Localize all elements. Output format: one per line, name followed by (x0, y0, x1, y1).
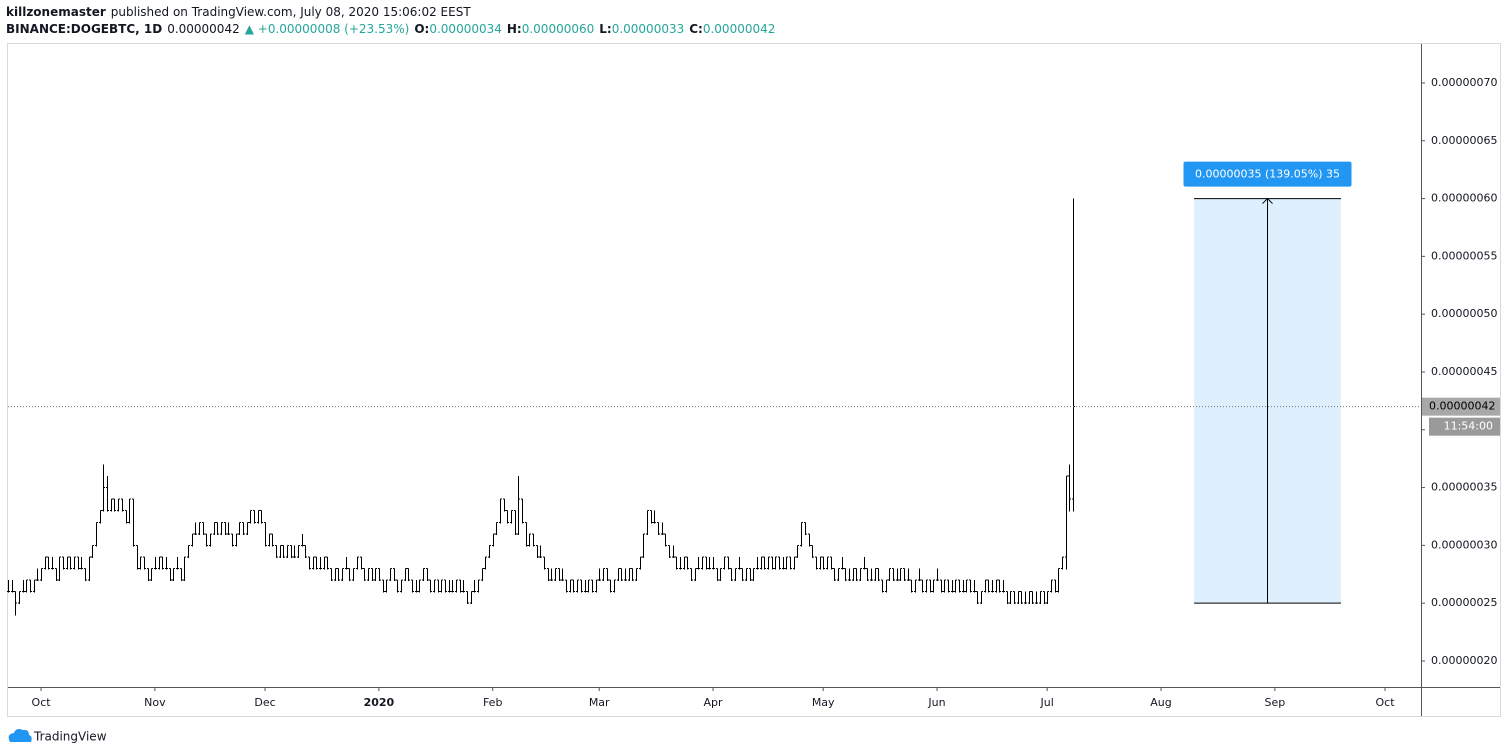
x-tick-label: Jul (1040, 696, 1054, 709)
author: killzonemaster (6, 5, 106, 19)
ohlc-value: 0.00000033 (611, 22, 685, 36)
tradingview-logo (8, 729, 32, 742)
y-tick-label: 0.00000060 (1431, 192, 1497, 205)
y-tick-label: 0.00000065 (1431, 134, 1497, 147)
y-tick-label: 0.00000025 (1431, 596, 1497, 609)
ohlc-label: L: (599, 22, 612, 36)
x-tick-label: Oct (32, 696, 52, 709)
y-tick-label: 0.00000055 (1431, 249, 1497, 262)
footer: TradingView (8, 729, 107, 744)
header-line-2: BINANCE:DOGEBTC, 1D 0.00000042 ▲ +0.000000… (6, 21, 775, 38)
ohlc-value: 0.00000042 (702, 22, 776, 36)
x-tick-label: Nov (144, 696, 166, 709)
symbol: BINANCE:DOGEBTC, 1D (6, 22, 163, 36)
y-tick-label: 0.00000020 (1431, 654, 1497, 667)
last-price: 0.00000042 (167, 22, 240, 36)
y-tick-label: 0.00000030 (1431, 538, 1497, 551)
header-line-1: killzonemaster published on TradingView.c… (6, 4, 775, 21)
last-price-box (1422, 397, 1500, 416)
x-tick-label: Apr (704, 696, 724, 709)
ohlc-value: 0.00000034 (429, 22, 502, 36)
measure-arrowhead (1262, 197, 1273, 204)
ohlc-label: H: (506, 22, 522, 36)
countdown-box (1429, 417, 1500, 436)
x-tick-label: Mar (589, 696, 610, 709)
ohlc-label: C: (689, 22, 703, 36)
change: ▲ +0.00000008 (+23.53%) (244, 22, 410, 36)
ohlc: O:0.00000034 H:0.00000060 L:0.00000033 C:0.… (409, 22, 775, 36)
x-tick-label: 2020 (364, 696, 395, 709)
countdown: 11:54:00 (1444, 420, 1493, 433)
published: published on TradingView.com, July 08, 2… (110, 5, 471, 19)
last-price-label: 0.00000042 (1429, 400, 1495, 413)
measure-tool: 0.00000035 (139.05%) 35 (1183, 161, 1352, 604)
bars (7, 198, 1075, 616)
y-tick-label: 0.00000045 (1431, 365, 1497, 378)
brand: TradingView (33, 730, 107, 744)
chart-frame (7, 43, 1501, 717)
x-tick-label: May (812, 696, 835, 709)
x-tick-label: Dec (254, 696, 275, 709)
y-tick-label: 0.00000035 (1431, 481, 1497, 494)
ohlc-label: O: (414, 22, 430, 36)
x-tick-label: Sep (1264, 696, 1285, 709)
measure-label: 0.00000035 (139.05%) 35 (1195, 168, 1340, 181)
ohlc-value: 0.00000060 (521, 22, 595, 36)
y-tick-label: 0.00000070 (1431, 76, 1497, 89)
x-tick-label: Aug (1150, 696, 1171, 709)
x-tick-label: Oct (1375, 696, 1395, 709)
x-tick-label: Jun (927, 696, 945, 709)
header: killzonemaster published on TradingView.c… (6, 4, 775, 38)
measure-label-box (1183, 161, 1352, 187)
y-tick-label: 0.00000050 (1431, 307, 1497, 320)
x-tick-label: Feb (483, 696, 502, 709)
